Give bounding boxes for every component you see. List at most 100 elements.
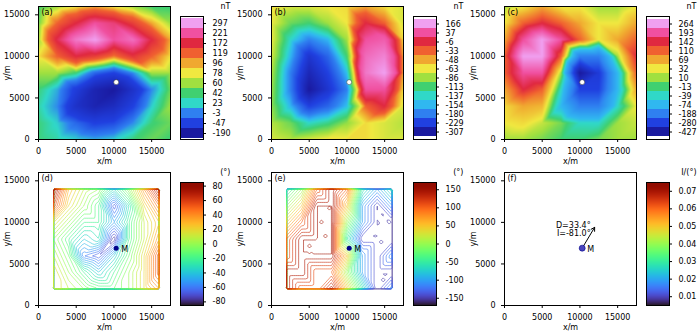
svg-text:5000: 5000	[9, 93, 29, 102]
svg-text:x/m: x/m	[330, 323, 345, 332]
svg-text:172: 172	[213, 39, 228, 48]
svg-text:40: 40	[213, 211, 223, 220]
svg-text:15000: 15000	[470, 10, 495, 19]
svg-text:0: 0	[257, 301, 262, 310]
svg-text:5000: 5000	[299, 147, 319, 156]
svg-text:(b): (b)	[275, 8, 286, 17]
svg-text:221: 221	[213, 29, 228, 38]
svg-text:10000: 10000	[567, 313, 592, 322]
svg-text:y/m: y/m	[3, 65, 12, 80]
svg-text:-39: -39	[679, 92, 692, 101]
svg-text:60: 60	[213, 196, 223, 205]
svg-text:(°): (°)	[220, 168, 230, 177]
svg-text:10000: 10000	[237, 218, 262, 227]
svg-text:10000: 10000	[4, 218, 29, 227]
svg-text:-150: -150	[446, 294, 464, 303]
svg-text:78: 78	[213, 69, 223, 78]
svg-text:nT: nT	[221, 2, 231, 11]
svg-text:x/m: x/m	[330, 157, 345, 166]
svg-text:10000: 10000	[567, 147, 592, 156]
svg-text:0.07: 0.07	[679, 187, 697, 196]
svg-text:-63: -63	[446, 65, 459, 74]
svg-text:0: 0	[490, 135, 495, 144]
svg-text:69: 69	[679, 56, 689, 65]
svg-text:-86: -86	[446, 74, 459, 83]
svg-text:y/m: y/m	[3, 231, 12, 246]
svg-text:x/m: x/m	[563, 157, 578, 166]
svg-text:(°): (°)	[453, 168, 463, 177]
svg-text:-13: -13	[679, 83, 692, 92]
svg-text:-74: -74	[679, 101, 692, 110]
svg-text:-154: -154	[446, 101, 464, 110]
svg-text:10000: 10000	[470, 218, 495, 227]
svg-text:(d): (d)	[42, 174, 53, 183]
svg-text:y/m: y/m	[236, 65, 245, 80]
svg-text:10000: 10000	[101, 147, 126, 156]
svg-text:5000: 5000	[242, 93, 262, 102]
svg-text:42: 42	[213, 89, 223, 98]
svg-text:-60: -60	[213, 283, 226, 292]
svg-text:-188: -188	[679, 110, 697, 119]
svg-text:-40: -40	[213, 269, 226, 278]
svg-text:y/m: y/m	[236, 231, 245, 246]
svg-text:0: 0	[269, 147, 274, 156]
svg-text:166: 166	[446, 20, 461, 29]
svg-text:15000: 15000	[372, 147, 397, 156]
svg-text:-280: -280	[679, 119, 697, 128]
svg-text:60: 60	[213, 79, 223, 88]
svg-text:(f): (f)	[508, 174, 517, 183]
svg-text:-180: -180	[446, 110, 464, 119]
svg-text:y/m: y/m	[469, 231, 478, 246]
svg-text:5000: 5000	[532, 147, 552, 156]
svg-text:20: 20	[213, 225, 223, 234]
svg-text:110: 110	[679, 47, 694, 56]
svg-text:-190: -190	[213, 129, 231, 138]
svg-text:(e): (e)	[275, 174, 286, 183]
svg-text:(a): (a)	[42, 8, 53, 17]
svg-text:-427: -427	[679, 128, 697, 137]
svg-text:0: 0	[213, 240, 218, 249]
svg-text:15000: 15000	[4, 176, 29, 185]
svg-text:10000: 10000	[237, 52, 262, 61]
svg-text:5000: 5000	[242, 259, 262, 268]
svg-text:32: 32	[679, 65, 689, 74]
svg-text:5000: 5000	[9, 259, 29, 268]
svg-text:5000: 5000	[66, 313, 86, 322]
svg-text:15000: 15000	[470, 176, 495, 185]
svg-text:119: 119	[213, 49, 228, 58]
svg-text:x/m: x/m	[563, 323, 578, 332]
svg-text:23: 23	[213, 99, 223, 108]
svg-text:142: 142	[679, 38, 694, 47]
svg-text:150: 150	[446, 185, 461, 194]
svg-text:15000: 15000	[372, 313, 397, 322]
svg-text:I/(°): I/(°)	[681, 168, 696, 177]
svg-text:-33: -33	[446, 47, 459, 56]
svg-text:15000: 15000	[139, 147, 164, 156]
svg-text:0.05: 0.05	[679, 222, 697, 231]
svg-text:M: M	[354, 245, 361, 254]
svg-text:nT: nT	[454, 2, 464, 11]
svg-text:-100: -100	[446, 276, 464, 285]
svg-text:M: M	[121, 245, 128, 254]
svg-text:100: 100	[446, 203, 461, 212]
svg-text:15000: 15000	[605, 147, 630, 156]
svg-text:M: M	[587, 245, 594, 254]
svg-text:96: 96	[213, 59, 223, 68]
svg-text:0: 0	[36, 313, 41, 322]
svg-text:-20: -20	[213, 254, 226, 263]
svg-text:0: 0	[502, 313, 507, 322]
svg-text:5000: 5000	[475, 259, 495, 268]
svg-text:-50: -50	[446, 258, 459, 267]
svg-text:-3: -3	[213, 109, 221, 118]
svg-text:10000: 10000	[334, 147, 359, 156]
svg-text:15000: 15000	[4, 10, 29, 19]
svg-text:y/m: y/m	[469, 65, 478, 80]
svg-text:0: 0	[269, 313, 274, 322]
svg-text:-307: -307	[446, 128, 464, 137]
svg-text:x/m: x/m	[97, 157, 112, 166]
svg-text:D=33.4°I=-81.0°: D=33.4°I=-81.0°	[556, 221, 591, 238]
svg-text:-113: -113	[446, 83, 464, 92]
svg-text:0: 0	[24, 135, 29, 144]
svg-text:0: 0	[502, 147, 507, 156]
svg-text:0: 0	[36, 147, 41, 156]
